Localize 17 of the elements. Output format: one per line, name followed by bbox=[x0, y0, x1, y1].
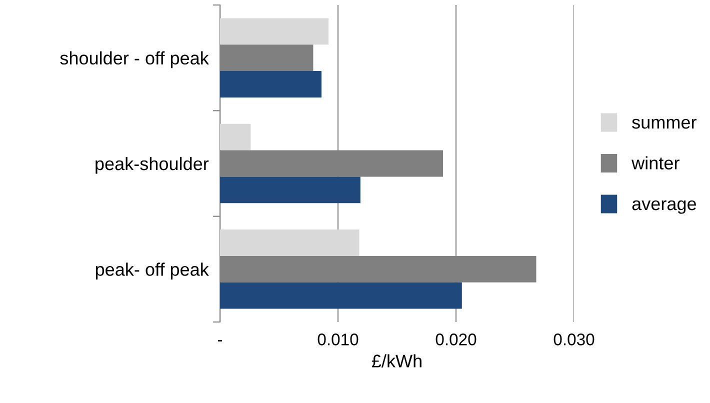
x-axis-title: £/kWh bbox=[372, 354, 422, 368]
x-tick-label: - bbox=[218, 340, 222, 342]
legend-label: winter bbox=[632, 156, 680, 170]
legend-label: average bbox=[632, 200, 696, 214]
legend-label: summer bbox=[632, 118, 696, 129]
bar bbox=[220, 71, 322, 98]
x-tick-label: 0.030 bbox=[554, 334, 594, 346]
bar bbox=[220, 230, 360, 256]
y-tick-label: peak- off peak bbox=[96, 262, 209, 280]
y-tick-label: peak-shoulder bbox=[96, 156, 209, 174]
y-tick-label: shoulder - off peak bbox=[60, 51, 209, 68]
bar bbox=[220, 18, 329, 45]
x-tick-label: 0.010 bbox=[318, 334, 358, 346]
bar bbox=[220, 282, 462, 309]
x-tick-label: 0.020 bbox=[436, 334, 476, 346]
bar bbox=[220, 176, 360, 204]
bar bbox=[220, 124, 251, 150]
